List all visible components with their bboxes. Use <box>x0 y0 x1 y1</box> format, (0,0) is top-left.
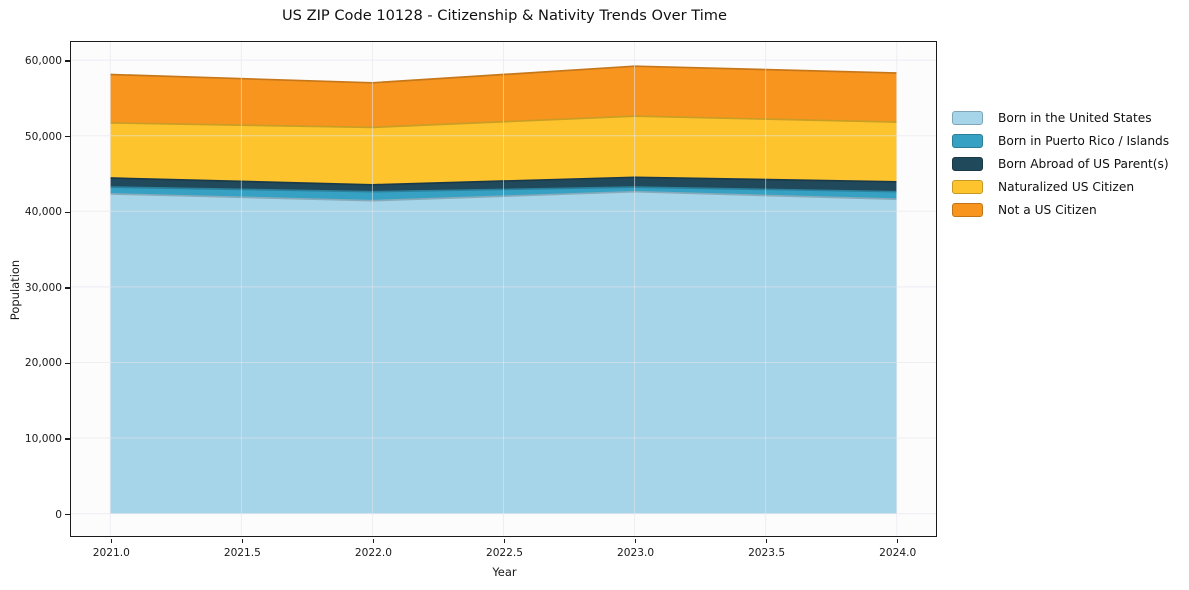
legend-swatch <box>952 179 983 194</box>
legend-label: Born Abroad of US Parent(s) <box>998 156 1169 171</box>
legend-label: Naturalized US Citizen <box>998 179 1135 194</box>
legend-label: Born in the United States <box>998 110 1152 125</box>
x-tick-mark <box>110 538 112 544</box>
y-tick-label: 50,000 <box>24 130 62 143</box>
legend-swatch <box>952 110 983 125</box>
legend-item: Not a US Citizen <box>952 198 1169 221</box>
y-tick-mark <box>65 287 71 289</box>
x-tick-mark <box>634 538 637 544</box>
legend-swatch <box>952 202 983 217</box>
y-tick-mark <box>65 362 71 365</box>
y-tick-mark <box>65 513 71 516</box>
x-tick-label: 2023.0 <box>617 547 655 559</box>
x-tick-label: 2021.5 <box>223 547 261 559</box>
x-tick-mark <box>765 538 768 544</box>
y-tick-label: 20,000 <box>24 357 62 370</box>
legend-item: Born Abroad of US Parent(s) <box>952 152 1169 175</box>
legend-label: Born in Puerto Rico / Islands <box>998 133 1170 148</box>
plot-area <box>70 41 938 538</box>
legend-item: Born in the United States <box>952 106 1169 129</box>
x-tick-label: 2022.0 <box>354 547 392 559</box>
y-tick-label: 60,000 <box>24 55 62 68</box>
x-tick-label: 2023.5 <box>748 547 786 559</box>
x-tick-label: 2022.5 <box>485 547 524 559</box>
y-tick-mark <box>65 438 71 440</box>
y-tick-mark <box>65 60 71 62</box>
y-tick-label: 10,000 <box>24 433 62 446</box>
stacked-area-canvas <box>71 42 937 537</box>
x-axis-label: Year <box>492 565 517 579</box>
legend: Born in the United States Born in Puerto … <box>952 106 1169 221</box>
legend-label: Not a US Citizen <box>998 202 1097 217</box>
x-tick-mark <box>372 538 375 544</box>
x-tick-mark <box>503 538 506 544</box>
x-tick-label: 2021.0 <box>92 547 130 559</box>
y-tick-label: 30,000 <box>24 281 62 294</box>
legend-swatch <box>952 133 983 148</box>
chart-title: US ZIP Code 10128 - Citizenship & Nativi… <box>282 7 727 24</box>
y-tick-mark <box>65 211 71 213</box>
x-tick-mark <box>896 538 899 544</box>
x-tick-label: 2024.0 <box>879 547 917 559</box>
legend-item: Naturalized US Citizen <box>952 175 1169 198</box>
y-tick-label: 40,000 <box>24 206 62 219</box>
y-tick-mark <box>65 136 71 138</box>
x-tick-mark <box>241 538 244 544</box>
legend-swatch <box>952 156 983 171</box>
legend-item: Born in Puerto Rico / Islands <box>952 129 1169 152</box>
y-tick-label: 0 <box>55 508 62 521</box>
